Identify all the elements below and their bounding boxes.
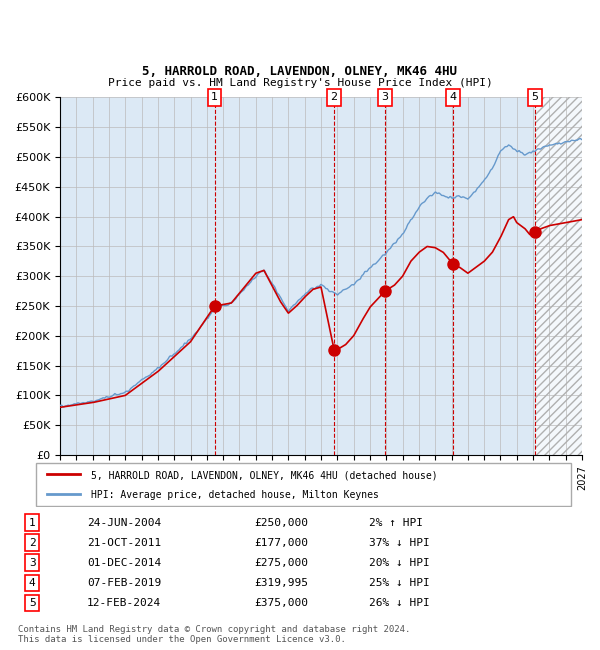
Text: 5: 5 (532, 92, 539, 103)
Text: 07-FEB-2019: 07-FEB-2019 (87, 578, 161, 588)
Text: Price paid vs. HM Land Registry's House Price Index (HPI): Price paid vs. HM Land Registry's House … (107, 78, 493, 88)
Text: 5, HARROLD ROAD, LAVENDON, OLNEY, MK46 4HU: 5, HARROLD ROAD, LAVENDON, OLNEY, MK46 4… (143, 65, 458, 78)
FancyBboxPatch shape (35, 463, 571, 506)
Text: 37% ↓ HPI: 37% ↓ HPI (369, 538, 430, 548)
Text: 2: 2 (29, 538, 35, 548)
Text: 2% ↑ HPI: 2% ↑ HPI (369, 517, 423, 528)
Text: 01-DEC-2014: 01-DEC-2014 (87, 558, 161, 567)
Bar (535, 98, 582, 455)
Text: 5: 5 (29, 598, 35, 608)
Text: 1: 1 (29, 517, 35, 528)
Text: £275,000: £275,000 (254, 558, 308, 567)
Text: This data is licensed under the Open Government Licence v3.0.: This data is licensed under the Open Gov… (18, 634, 346, 644)
Text: 1: 1 (211, 92, 218, 103)
Text: 5, HARROLD ROAD, LAVENDON, OLNEY, MK46 4HU (detached house): 5, HARROLD ROAD, LAVENDON, OLNEY, MK46 4… (91, 470, 437, 480)
Text: HPI: Average price, detached house, Milton Keynes: HPI: Average price, detached house, Milt… (91, 490, 379, 500)
Text: £375,000: £375,000 (254, 598, 308, 608)
Text: 4: 4 (449, 92, 457, 103)
Text: Contains HM Land Registry data © Crown copyright and database right 2024.: Contains HM Land Registry data © Crown c… (18, 625, 410, 634)
Text: 20% ↓ HPI: 20% ↓ HPI (369, 558, 430, 567)
Text: £177,000: £177,000 (254, 538, 308, 548)
Text: 12-FEB-2024: 12-FEB-2024 (87, 598, 161, 608)
Text: 4: 4 (29, 578, 35, 588)
Text: 3: 3 (29, 558, 35, 567)
Text: 21-OCT-2011: 21-OCT-2011 (87, 538, 161, 548)
Text: £250,000: £250,000 (254, 517, 308, 528)
Text: £319,995: £319,995 (254, 578, 308, 588)
Text: 24-JUN-2004: 24-JUN-2004 (87, 517, 161, 528)
Bar (535, 98, 582, 455)
Text: 2: 2 (331, 92, 338, 103)
Text: 26% ↓ HPI: 26% ↓ HPI (369, 598, 430, 608)
Text: 3: 3 (382, 92, 388, 103)
Text: 25% ↓ HPI: 25% ↓ HPI (369, 578, 430, 588)
